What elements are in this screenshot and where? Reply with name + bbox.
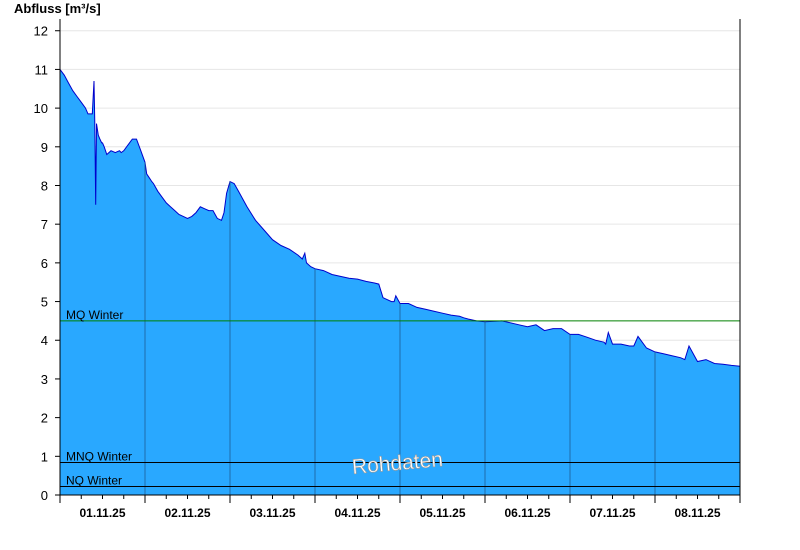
y-tick-label: 2 (41, 411, 48, 426)
day-separator-lines (144, 162, 656, 495)
x-tick-label: 02.11.25 (164, 506, 210, 520)
y-tick-label: 5 (41, 295, 48, 310)
x-tick-label: 08.11.25 (674, 506, 720, 520)
y-tick-label: 6 (41, 256, 48, 271)
x-tick-label: 01.11.25 (79, 506, 125, 520)
x-tick-label: 06.11.25 (504, 506, 550, 520)
y-tick-label: 8 (41, 178, 48, 193)
y-tick-label: 9 (41, 140, 48, 155)
y-tick-label: 4 (41, 333, 48, 348)
x-tick-label: 04.11.25 (334, 506, 380, 520)
y-tick-label: 7 (41, 217, 48, 232)
mnq-winter-label: MNQ Winter (66, 450, 132, 464)
x-tick-labels: 01.11.25 02.11.25 03.11.25 04.11.25 05.11.25… (79, 506, 720, 520)
y-axis-title: Abfluss [m³/s] (14, 1, 101, 16)
y-tick-label: 10 (34, 101, 48, 116)
reference-lines: MQ Winter MNQ Winter NQ Winter (60, 308, 740, 487)
x-tick-label: 05.11.25 (419, 506, 465, 520)
x-tick-label: 03.11.25 (249, 506, 295, 520)
y-tick-label: 3 (41, 372, 48, 387)
mq-winter-label: MQ Winter (66, 308, 123, 322)
nq-winter-label: NQ Winter (66, 473, 122, 487)
axes (55, 19, 741, 503)
y-tick-label: 12 (34, 24, 48, 39)
y-tick-label: 0 (41, 488, 48, 503)
x-tick-label: 07.11.25 (589, 506, 635, 520)
discharge-line (59, 69, 741, 367)
y-tick-label: 1 (41, 449, 48, 464)
y-tick-label: 11 (35, 62, 49, 77)
